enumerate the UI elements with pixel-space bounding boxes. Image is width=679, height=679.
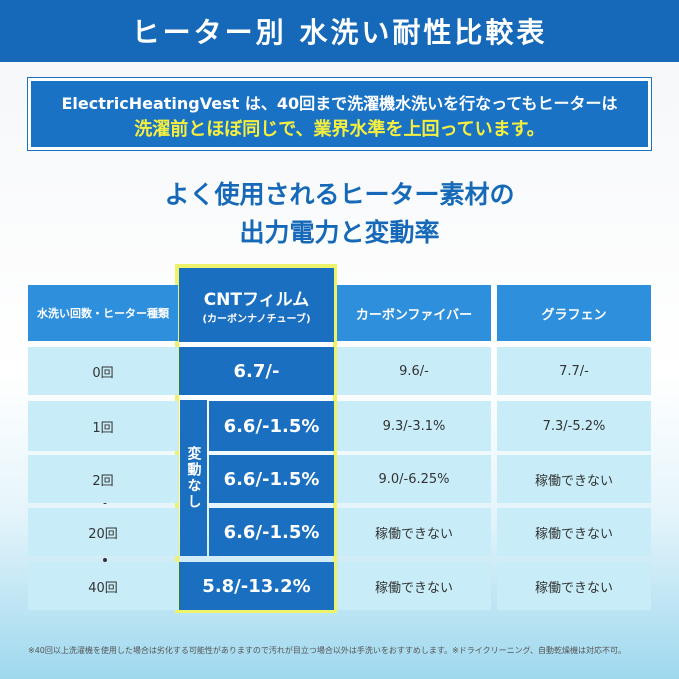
- cell: 40回: [28, 562, 178, 610]
- cell: 20回: [28, 508, 178, 556]
- cell-highlight: 6.6/-1.5%: [209, 508, 334, 556]
- cell-highlight: 6.6/-1.5%: [209, 401, 334, 451]
- header-cell: 水洗い回数・ヒーター種類: [28, 285, 178, 341]
- cell-highlight: 6.7/-: [179, 347, 334, 395]
- banner-highlight: 洗濯前とほぼ同じで、業界水準を上回っています。: [134, 119, 545, 140]
- cell: 1回: [28, 401, 178, 451]
- cell: 0回: [28, 347, 178, 395]
- header-cell: グラフェン: [497, 285, 651, 341]
- cell: 7.3/-5.2%: [497, 401, 651, 451]
- header-label: カーボンファイバー: [355, 307, 473, 323]
- heading: 出力電力と変動率: [239, 218, 440, 247]
- cell: 9.0/-6.25%: [337, 455, 491, 503]
- cell-highlight: 6.6/-1.5%: [209, 455, 334, 503]
- header-label: グラフェン: [541, 307, 607, 323]
- header-label: CNTフィルム: [203, 290, 310, 310]
- cell: 稼働できない: [497, 455, 651, 503]
- header-sub: (カーボンナノチューブ): [202, 314, 311, 325]
- cell: 稼働できない: [337, 508, 491, 556]
- cell: 2回: [28, 455, 178, 503]
- heading: よく使用されるヒーター素材の: [164, 180, 515, 209]
- cell: 稼働できない: [497, 562, 651, 610]
- banner: ElectricHeatingVest は、40回まで洗濯機水洗いを行なってもヒ…: [28, 78, 651, 150]
- dot: [103, 558, 107, 562]
- footnote: ※40回以上洗濯機を使用した場合は劣化する可能性がありますので汚れが目立つ場合以…: [28, 646, 627, 655]
- header-cell: CNTフィルム (カーボンナノチューブ): [179, 268, 334, 342]
- title: ヒーター別 水洗い耐性比較表: [0, 0, 679, 62]
- banner-line: ElectricHeatingVest は、40回まで洗濯機水洗いを行なってもヒ…: [61, 94, 618, 113]
- header-label: 水洗い回数・ヒーター種類: [37, 307, 169, 320]
- cell-highlight: 5.8/-13.2%: [179, 562, 334, 610]
- cell: 9.6/-: [337, 347, 491, 395]
- cell: 稼働できない: [337, 562, 491, 610]
- cell: 稼働できない: [497, 508, 651, 556]
- cell: 7.7/-: [497, 347, 651, 395]
- vertical-label: 変動なし: [180, 400, 207, 556]
- header-cell: カーボンファイバー: [337, 285, 491, 341]
- cell: 9.3/-3.1%: [337, 401, 491, 451]
